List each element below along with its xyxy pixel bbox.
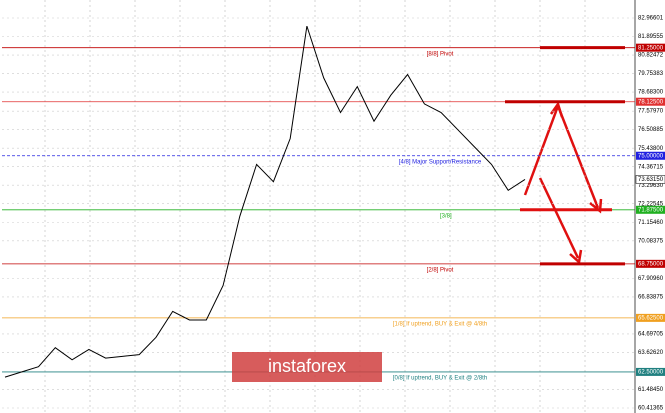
- y-tick-label: 79.75383: [638, 71, 664, 77]
- y-tick-label: 78.68300: [638, 90, 664, 96]
- level-badge: [636, 97, 665, 106]
- arrow-head: [569, 249, 583, 265]
- y-tick-label: 76.50885: [638, 127, 664, 133]
- y-tick-label: 66.83875: [638, 294, 664, 300]
- watermark-box: [232, 352, 382, 382]
- level-badge: [636, 151, 665, 160]
- y-tick-label: 60.41365: [638, 406, 664, 412]
- level-text: [4/8] Major Support/Resistance: [399, 159, 482, 165]
- y-tick-label: 72.22545: [638, 201, 664, 207]
- level-badge: [636, 313, 665, 322]
- y-tick-label: 64.69705: [638, 332, 664, 338]
- watermark: instaforex: [268, 356, 346, 376]
- y-tick-label: 63.62620: [638, 350, 664, 356]
- level-label: 68.75000: [638, 261, 664, 267]
- y-tick-label: 67.90960: [638, 276, 664, 282]
- arrow-head: [549, 101, 564, 118]
- level-label: 65.62500: [638, 315, 664, 321]
- y-tick-label: 82.96601: [638, 16, 664, 22]
- price-label: 73.63150: [638, 177, 664, 183]
- level-label: 75.00000: [638, 153, 664, 159]
- level-badge: [636, 259, 665, 268]
- level-label: 62.50000: [638, 369, 664, 375]
- level-label: 71.87500: [638, 207, 664, 213]
- y-tick-label: 70.08375: [638, 238, 664, 244]
- level-text: [2/8] Pivot: [427, 267, 454, 273]
- level-text: [3/8]: [440, 213, 452, 219]
- price-line: [4, 25, 526, 378]
- price-badge: [635, 175, 665, 184]
- level-badge: [636, 205, 665, 214]
- level-badge: [636, 43, 665, 52]
- y-tick-label: 77.57970: [638, 109, 664, 115]
- y-tick-label: 80.82472: [638, 53, 664, 59]
- y-tick-label: 73.29630: [638, 183, 664, 189]
- level-text: [8/8] Pivot: [427, 51, 454, 57]
- y-tick-label: 61.48450: [638, 387, 664, 393]
- level-label: 78.12500: [638, 99, 664, 105]
- level-text: [1/8] If uptrend, BUY & Exit @ 4/8th: [393, 321, 487, 327]
- level-label: 81.25000: [638, 45, 664, 51]
- y-tick-label: 81.89555: [638, 34, 664, 40]
- projection-arrows: [523, 101, 603, 265]
- y-tick-label: 75.43800: [638, 146, 664, 152]
- y-tick-label: 71.15460: [638, 220, 664, 226]
- arrow-path: [538, 177, 580, 259]
- level-badge: [636, 367, 665, 376]
- y-tick-label: 74.36715: [638, 164, 664, 170]
- level-text: [0/8] If uptrend, BUY & Exit @ 2/8th: [393, 375, 487, 381]
